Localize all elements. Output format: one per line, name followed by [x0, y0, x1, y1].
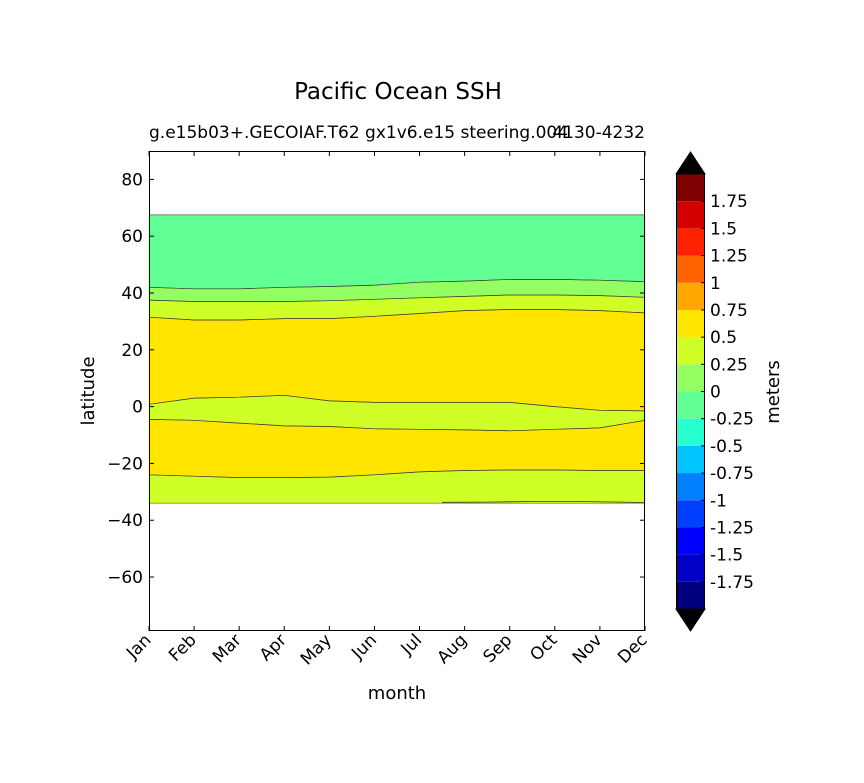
colorbar-tick-label: -0.5 — [710, 437, 743, 457]
colorbar-tick-label: -0.75 — [710, 464, 754, 484]
colorbar-segment — [676, 581, 705, 609]
x-tick-label: Dec — [614, 630, 651, 667]
y-tick-label: −40 — [107, 511, 143, 531]
colorbar-segment — [676, 337, 705, 365]
contour-region-4 — [148, 309, 646, 412]
y-axis-label: latitude — [78, 356, 99, 425]
x-tick-label: Jul — [397, 630, 426, 659]
x-tick-label: Jun — [347, 630, 381, 664]
x-tick-label: Mar — [209, 630, 246, 667]
colorbar-segment — [676, 500, 705, 528]
y-tick-label: −20 — [107, 454, 143, 474]
colorbar-tick-label: -1.25 — [710, 518, 754, 538]
colorbar-tick-label: 0 — [710, 383, 721, 403]
colorbar-tick-label: 0.75 — [710, 301, 748, 321]
x-axis-label: month — [368, 683, 426, 704]
colorbar-segment — [676, 554, 705, 582]
colorbar-segment — [676, 174, 705, 202]
colorbar-tick-label: -0.25 — [710, 410, 754, 430]
colorbar-tick-label: 1.25 — [710, 247, 748, 267]
colorbar-segment — [676, 201, 705, 229]
colorbar-segment — [676, 391, 705, 419]
x-tick-label: Jan — [122, 630, 155, 663]
y-tick-label: −60 — [107, 568, 143, 588]
chart-subtitle-left: g.e15b03+.GECOIAF.T62 gx1v6.e15 steering… — [149, 123, 568, 143]
y-tick-label: 60 — [121, 227, 143, 247]
axis-ticks — [148, 151, 646, 631]
colorbar-tick-label: 1 — [710, 274, 721, 294]
colorbar-extend-low — [675, 608, 706, 632]
x-tick-label: Feb — [165, 630, 200, 665]
colorbar-tick-label: 1.75 — [710, 192, 748, 212]
plot-frame — [149, 151, 645, 631]
contour-line — [148, 279, 646, 290]
contour-line — [148, 419, 646, 432]
contour-lines — [148, 214, 646, 504]
y-tick-label: 20 — [121, 341, 143, 361]
y-tick-label: 80 — [121, 170, 143, 190]
x-tick-label: Aug — [434, 630, 472, 668]
contour-line — [148, 309, 646, 321]
colorbar-tick-label: 1.5 — [710, 219, 737, 239]
x-tick-label: Sep — [479, 630, 516, 667]
x-tick-label: May — [297, 630, 336, 669]
plot-area — [148, 151, 646, 631]
chart-subtitle-right: 4130-4232 — [552, 123, 645, 143]
contour-line — [148, 469, 645, 478]
colorbar-tick-label: -1 — [710, 491, 727, 511]
x-tick-label: Oct — [526, 630, 561, 665]
colorbar-segment — [676, 445, 705, 474]
colorbar-tick-label: 0.25 — [710, 355, 748, 375]
x-axis-tick-labels: Jan Feb Mar Apr May Jun Jul Aug Sep Oct Nov Dec — [122, 630, 651, 669]
colorbar-tick-label: 0.5 — [710, 328, 737, 348]
chart-title: Pacific Ocean SSH — [294, 79, 502, 105]
colorbar-segment — [676, 418, 705, 446]
colorbar-tick-labels: 1.75 1.5 1.25 1 0.75 0.5 0.25 0 -0.25 -0.5 -0.75 -1… — [710, 192, 754, 593]
y-tick-label: 0 — [132, 398, 143, 418]
colorbar-segment — [676, 255, 705, 283]
chart-title-group: Pacific Ocean SSH g.e15b03+.GECOIAF.T62 … — [149, 79, 645, 143]
y-axis-tick-labels: 80 60 40 20 0 −20 −40 −60 — [107, 170, 143, 588]
contour-regions — [148, 214, 646, 504]
x-tick-label: Nov — [569, 630, 607, 668]
colorbar-tick-label: -1.5 — [710, 546, 743, 566]
colorbar-segment — [676, 364, 705, 392]
contour-line-extra — [442, 501, 646, 503]
colorbar-segment — [676, 282, 705, 310]
colorbar-segment — [676, 473, 705, 501]
contour-region-1 — [148, 214, 646, 290]
contour-line — [148, 294, 646, 302]
colorbar-tick-label: -1.75 — [710, 573, 754, 593]
colorbar-segment — [676, 309, 705, 338]
colorbar-segment — [676, 228, 705, 256]
colorbar-extend-high — [675, 151, 706, 175]
y-tick-label: 40 — [121, 284, 143, 304]
x-tick-label: Apr — [256, 630, 291, 665]
colorbar-label: meters — [763, 360, 784, 424]
colorbar — [675, 151, 706, 632]
colorbar-segment — [676, 527, 705, 555]
contour-line — [148, 394, 646, 412]
